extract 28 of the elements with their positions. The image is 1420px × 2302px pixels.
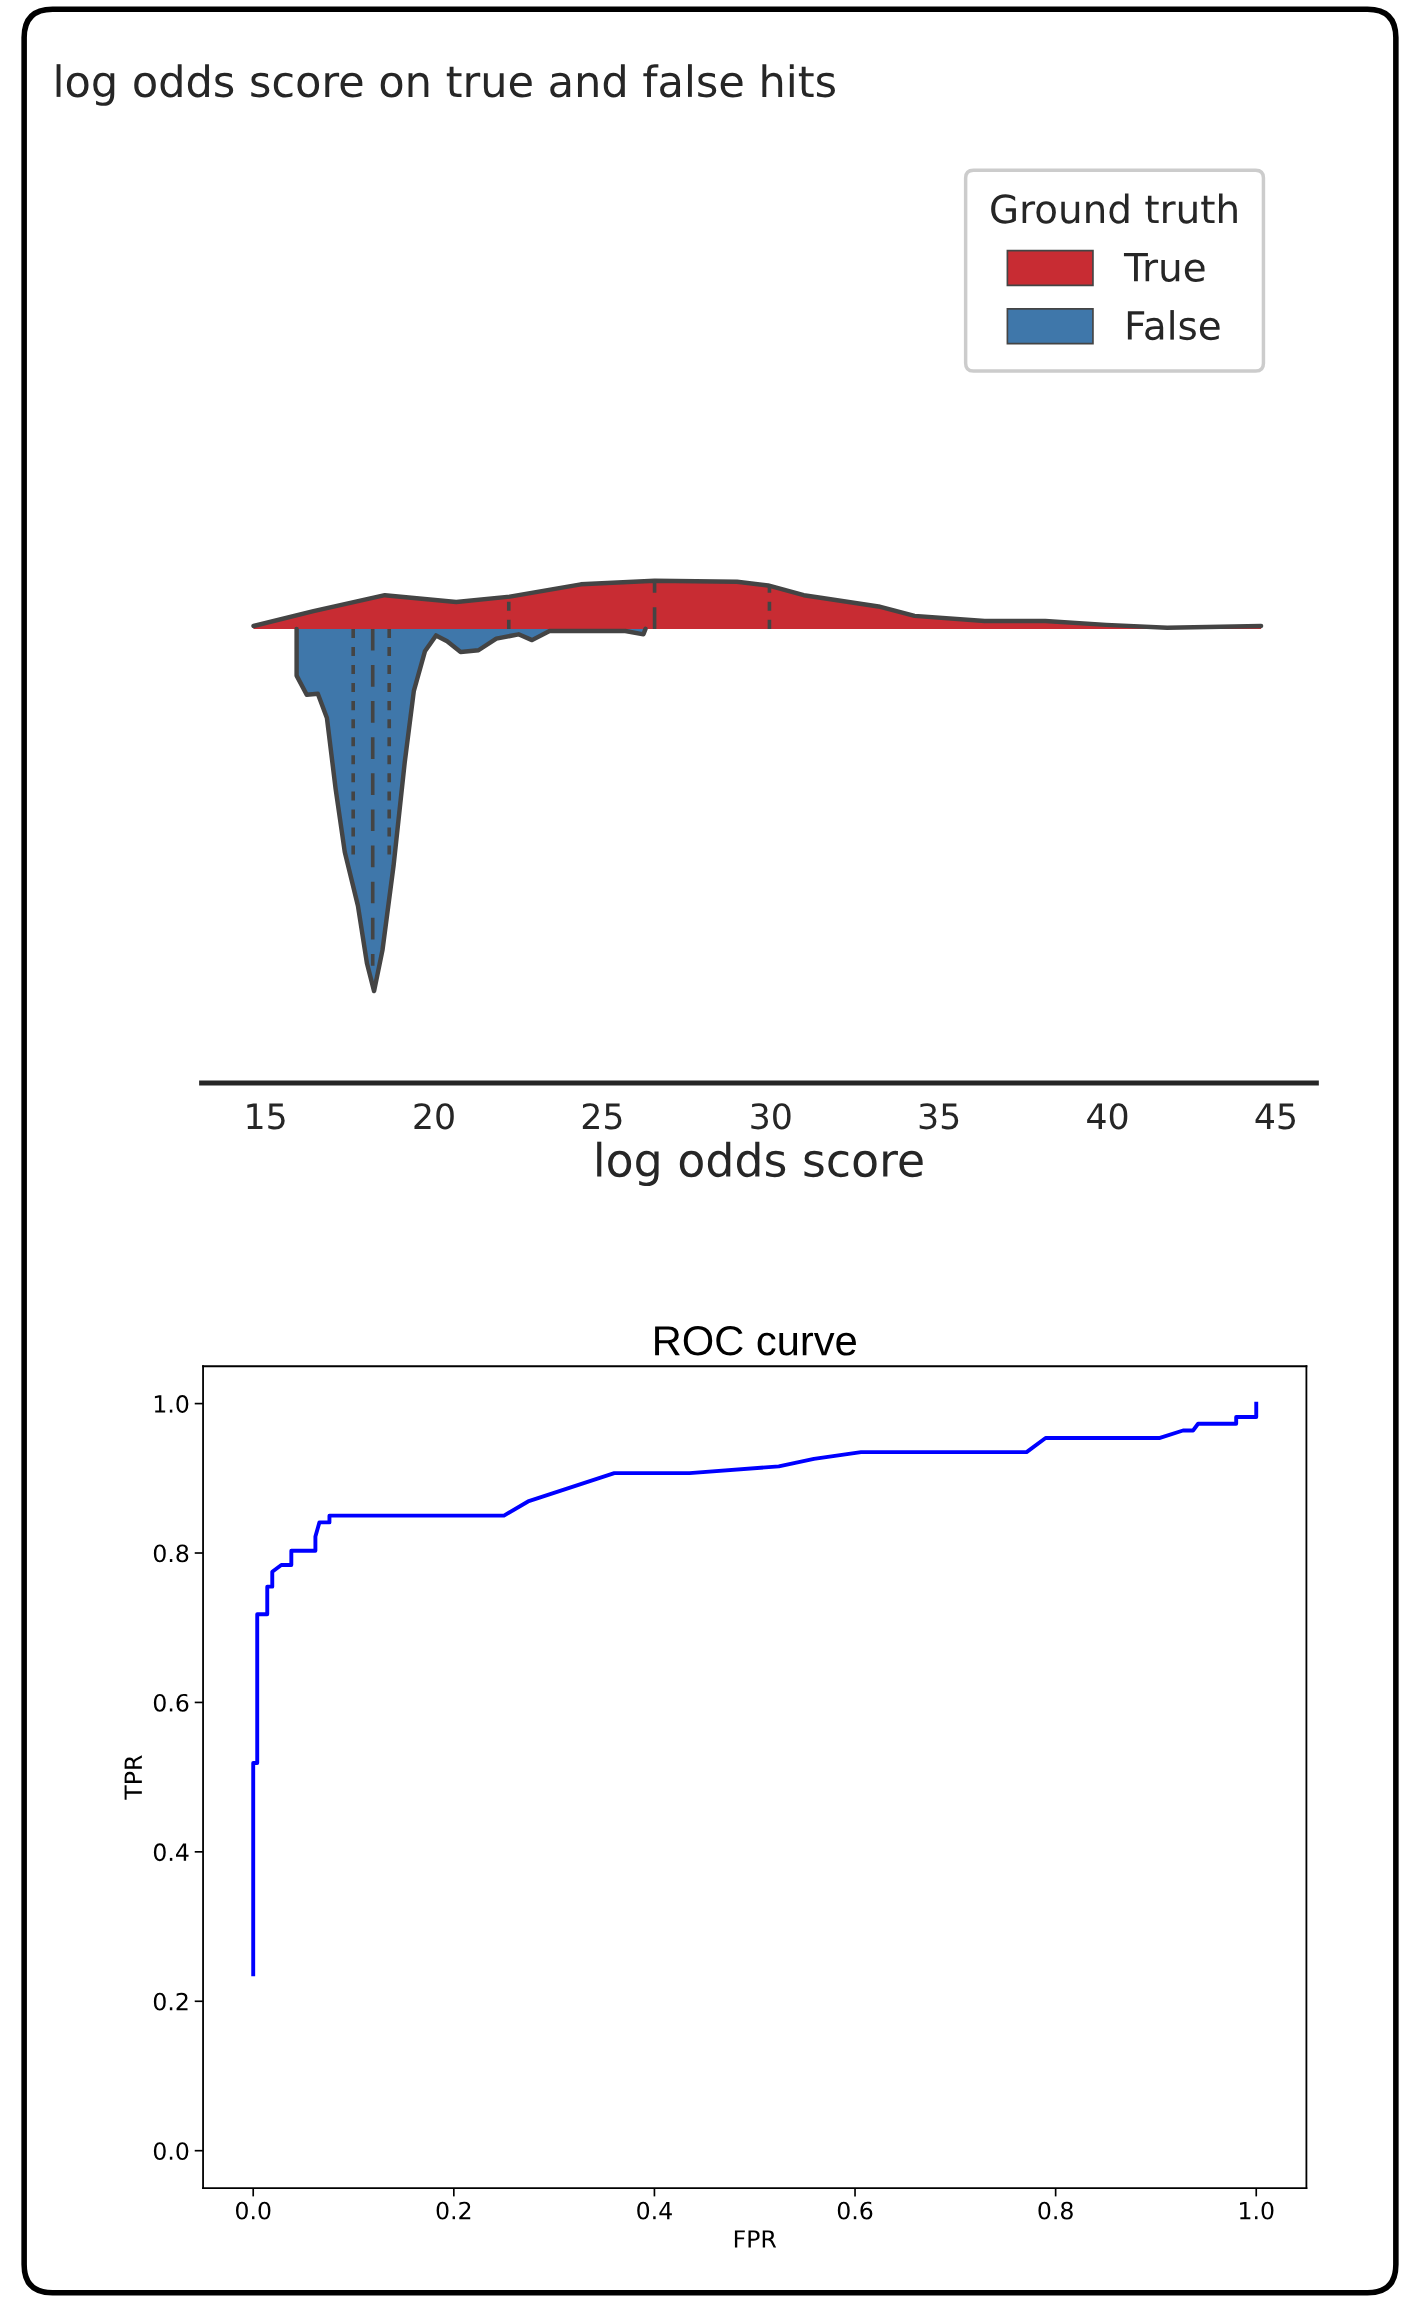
x-tick-label: 0.2	[436, 2201, 471, 2220]
x-tick-label: 45	[1255, 1103, 1295, 1130]
legend-label: True	[1123, 253, 1205, 282]
y-tick-label: 0.0	[153, 2142, 189, 2160]
legend-label: False	[1127, 310, 1220, 341]
x-tick-label: 25	[582, 1103, 622, 1130]
x-tick-label: 40	[1087, 1103, 1128, 1130]
x-tick-label: 1.0	[1240, 2201, 1274, 2220]
legend-title: Ground truth	[991, 193, 1237, 224]
chart-title: ROC curve	[655, 1326, 856, 1356]
y-tick-label: 1.0	[154, 1395, 189, 1413]
x-tick-label: 0.6	[837, 2201, 873, 2220]
x-axis-title: log odds score	[597, 1141, 923, 1187]
line-series	[251, 1401, 1259, 1977]
y-tick-label: 0.2	[153, 1992, 188, 2011]
y-tick-label: 0.6	[153, 1693, 189, 1712]
x-tick-label: 0.8	[1038, 2201, 1073, 2220]
x-tick-label: 20	[414, 1103, 454, 1130]
x-tick-label: 15	[247, 1103, 285, 1130]
x-axis-title: FPR	[734, 2230, 777, 2248]
y-axis-title: TPR	[124, 1755, 142, 1800]
x-tick-label: 30	[751, 1103, 791, 1130]
y-tick-label: 0.4	[153, 1843, 189, 1862]
chart-title: log odds score on true and false hits	[56, 64, 835, 106]
y-tick-label: 0.8	[153, 1544, 189, 1563]
x-tick-label: 0.0	[235, 2201, 271, 2220]
x-tick-label: 35	[919, 1103, 959, 1130]
x-tick-label: 0.4	[637, 2201, 672, 2220]
